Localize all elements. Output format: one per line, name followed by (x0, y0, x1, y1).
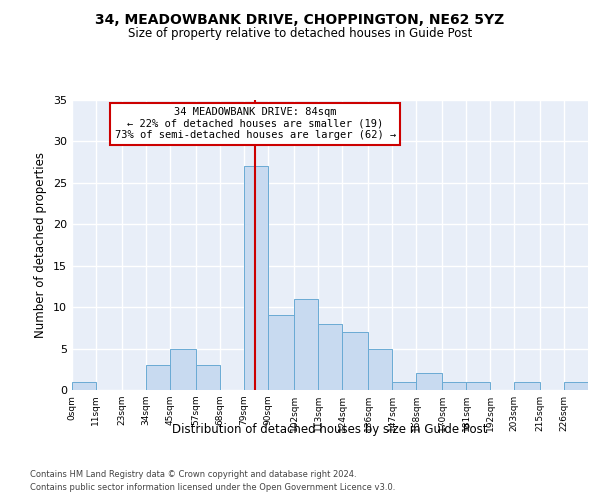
Bar (318, 324, 342, 390)
Bar (392, 382, 416, 390)
Bar (294, 299, 318, 390)
Y-axis label: Number of detached properties: Number of detached properties (34, 152, 47, 338)
Bar (466, 382, 490, 390)
Bar (72, 382, 96, 390)
Text: Contains public sector information licensed under the Open Government Licence v3: Contains public sector information licen… (30, 482, 395, 492)
Bar (342, 332, 368, 390)
Bar (244, 166, 268, 390)
Bar (564, 382, 588, 390)
Bar (416, 374, 442, 390)
Bar (514, 382, 540, 390)
Bar (146, 365, 170, 390)
Text: Distribution of detached houses by size in Guide Post: Distribution of detached houses by size … (172, 422, 488, 436)
Bar (442, 382, 466, 390)
Bar (196, 365, 220, 390)
Text: 34, MEADOWBANK DRIVE, CHOPPINGTON, NE62 5YZ: 34, MEADOWBANK DRIVE, CHOPPINGTON, NE62 … (95, 12, 505, 26)
Bar (268, 316, 294, 390)
Text: Size of property relative to detached houses in Guide Post: Size of property relative to detached ho… (128, 28, 472, 40)
Bar (368, 348, 392, 390)
Text: 34 MEADOWBANK DRIVE: 84sqm
← 22% of detached houses are smaller (19)
73% of semi: 34 MEADOWBANK DRIVE: 84sqm ← 22% of deta… (115, 108, 396, 140)
Text: Contains HM Land Registry data © Crown copyright and database right 2024.: Contains HM Land Registry data © Crown c… (30, 470, 356, 479)
Bar (170, 348, 196, 390)
